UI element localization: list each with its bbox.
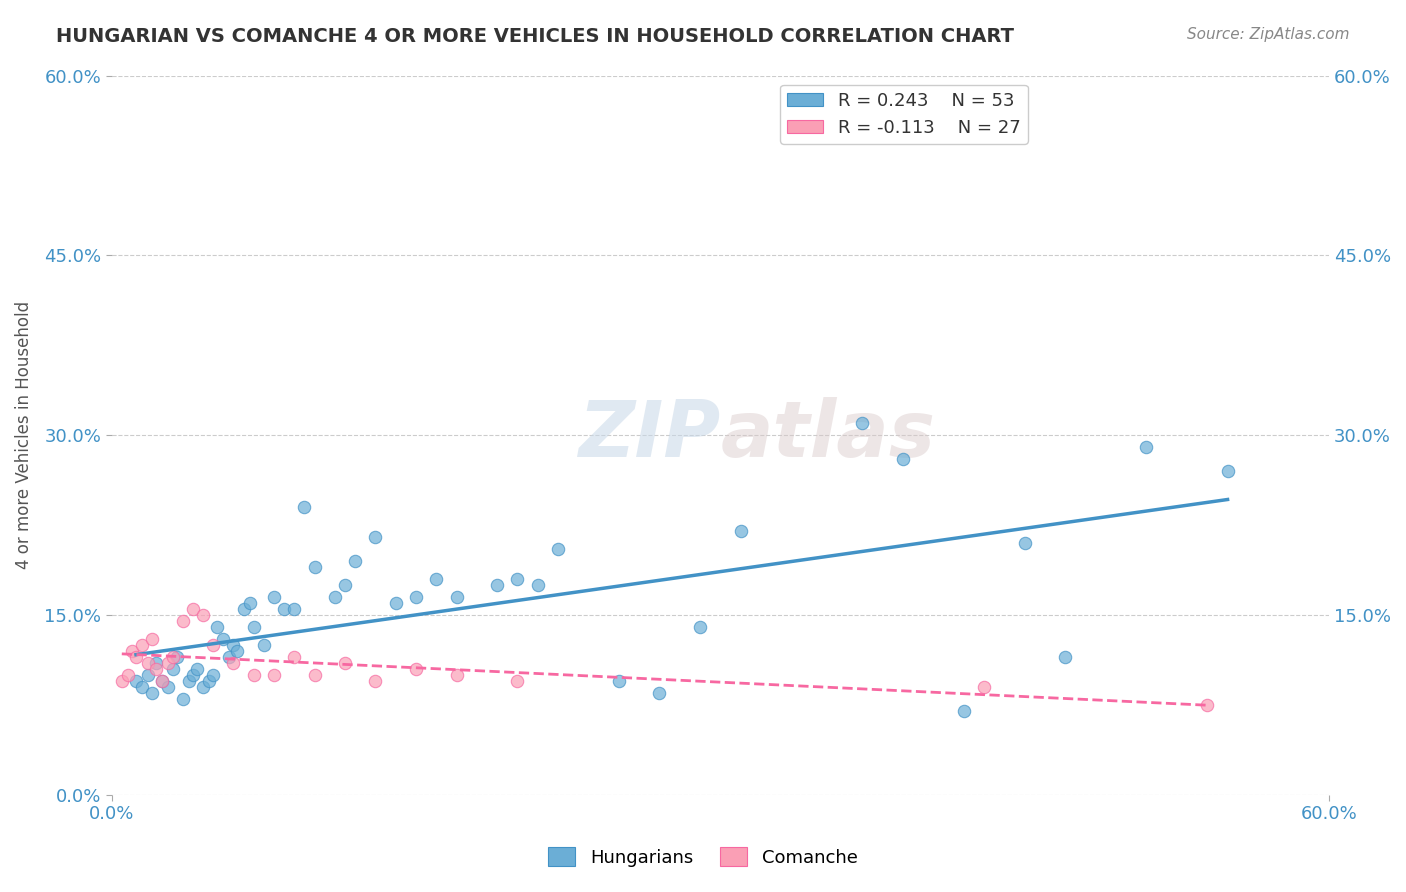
Point	[253, 638, 276, 652]
Point	[145, 662, 167, 676]
Point	[294, 500, 316, 515]
Point	[202, 668, 225, 682]
Point	[283, 602, 305, 616]
Point	[364, 674, 387, 689]
Point	[1054, 650, 1077, 665]
Point	[283, 650, 305, 665]
Point	[186, 662, 208, 676]
Point	[607, 674, 630, 689]
Point	[166, 650, 188, 665]
Point	[131, 638, 153, 652]
Point	[323, 590, 346, 604]
Point	[506, 674, 529, 689]
Point	[157, 680, 180, 694]
Point	[384, 596, 406, 610]
Point	[172, 614, 194, 628]
Point	[111, 674, 134, 689]
Point	[851, 417, 873, 431]
Point	[344, 554, 367, 568]
Point	[689, 620, 711, 634]
Text: HUNGARIAN VS COMANCHE 4 OR MORE VEHICLES IN HOUSEHOLD CORRELATION CHART: HUNGARIAN VS COMANCHE 4 OR MORE VEHICLES…	[56, 27, 1014, 45]
Point	[232, 602, 254, 616]
Point	[1014, 536, 1036, 550]
Point	[157, 656, 180, 670]
Y-axis label: 4 or more Vehicles in Household: 4 or more Vehicles in Household	[15, 301, 32, 569]
Point	[136, 656, 159, 670]
Point	[648, 686, 671, 700]
Point	[162, 650, 184, 665]
Point	[125, 674, 148, 689]
Point	[263, 668, 285, 682]
Point	[218, 650, 240, 665]
Point	[131, 680, 153, 694]
Point	[405, 590, 427, 604]
Point	[304, 560, 326, 574]
Point	[125, 650, 148, 665]
Legend: R = 0.243    N = 53, R = -0.113    N = 27: R = 0.243 N = 53, R = -0.113 N = 27	[780, 85, 1028, 144]
Point	[333, 656, 356, 670]
Point	[162, 662, 184, 676]
Point	[172, 692, 194, 706]
Point	[333, 578, 356, 592]
Point	[226, 644, 249, 658]
Point	[263, 590, 285, 604]
Point	[117, 668, 139, 682]
Point	[136, 668, 159, 682]
Point	[181, 602, 204, 616]
Point	[191, 608, 214, 623]
Point	[405, 662, 427, 676]
Point	[242, 668, 264, 682]
Point	[364, 530, 387, 544]
Point	[952, 704, 974, 718]
Text: atlas: atlas	[720, 397, 935, 474]
Point	[526, 578, 548, 592]
Point	[547, 542, 569, 557]
Point	[425, 572, 447, 586]
Point	[191, 680, 214, 694]
Text: ZIP: ZIP	[578, 397, 720, 474]
Point	[121, 644, 143, 658]
Point	[1135, 440, 1157, 454]
Point	[150, 674, 173, 689]
Point	[1216, 464, 1239, 478]
Point	[202, 638, 225, 652]
Point	[486, 578, 509, 592]
Point	[141, 686, 163, 700]
Point	[150, 674, 173, 689]
Point	[273, 602, 295, 616]
Point	[891, 452, 914, 467]
Point	[222, 656, 245, 670]
Point	[145, 656, 167, 670]
Point	[239, 596, 262, 610]
Point	[181, 668, 204, 682]
Point	[205, 620, 228, 634]
Point	[212, 632, 235, 647]
Point	[222, 638, 245, 652]
Point	[141, 632, 163, 647]
Text: Source: ZipAtlas.com: Source: ZipAtlas.com	[1187, 27, 1350, 42]
Point	[177, 674, 200, 689]
Point	[730, 524, 752, 539]
Point	[506, 572, 529, 586]
Point	[304, 668, 326, 682]
Point	[446, 668, 468, 682]
Point	[198, 674, 221, 689]
Point	[1197, 698, 1219, 712]
Legend: Hungarians, Comanche: Hungarians, Comanche	[541, 840, 865, 874]
Point	[973, 680, 995, 694]
Point	[242, 620, 264, 634]
Point	[446, 590, 468, 604]
